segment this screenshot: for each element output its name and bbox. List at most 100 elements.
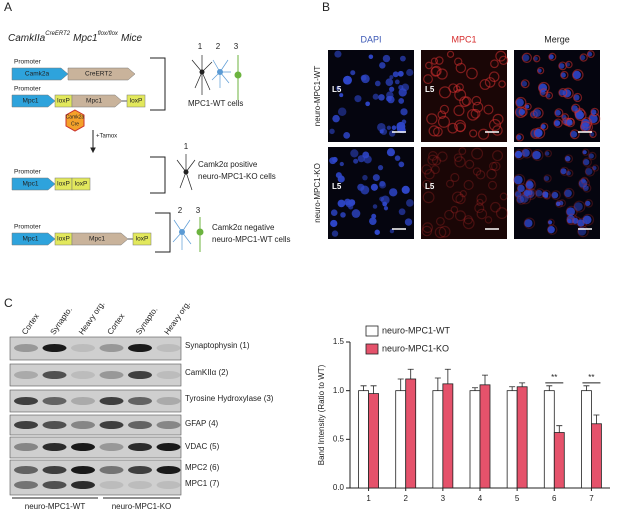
nucleus <box>374 229 380 235</box>
x-tick-label: 7 <box>589 494 594 503</box>
mpc1-signal <box>558 199 566 207</box>
legend-swatch <box>365 325 379 337</box>
nucleus <box>571 105 578 112</box>
nucleus <box>542 191 549 198</box>
nucleus <box>386 91 394 99</box>
band <box>128 344 152 352</box>
blot-strip <box>9 459 182 496</box>
neuron-body <box>183 169 189 175</box>
construct-part: Mpc1 <box>23 181 39 188</box>
mpc1-signal <box>577 225 589 238</box>
nucleus <box>532 150 541 160</box>
bar <box>591 423 602 489</box>
superscript: flox/flox <box>98 31 119 37</box>
band <box>71 466 95 474</box>
mpc1-signal <box>455 62 467 74</box>
mpc1-signal <box>498 80 506 88</box>
bracket <box>155 212 171 253</box>
nucleus <box>337 107 347 117</box>
nucleus <box>583 158 590 166</box>
mpc1-signal <box>463 179 474 191</box>
nucleus <box>397 70 404 77</box>
mpc1-signal <box>541 189 551 200</box>
mpc1-signal <box>427 154 439 166</box>
mpc1-signal <box>484 77 496 88</box>
nucleus <box>566 207 575 217</box>
construct-part: loxP <box>130 98 143 105</box>
mouse-title: CamkIIaCreERT2 Mpc1flox/flox Mice <box>8 31 142 44</box>
mpc1-signal <box>454 57 463 66</box>
neuron-body <box>217 69 223 75</box>
mpc1-signal <box>458 147 467 155</box>
nucleus <box>513 175 523 185</box>
nucleus <box>399 55 406 62</box>
band <box>71 371 95 379</box>
nucleus <box>554 120 561 127</box>
neuron-body <box>196 228 204 236</box>
mpc1-signal <box>470 108 481 119</box>
mpc1-signal <box>533 127 546 139</box>
nucleus <box>372 204 378 209</box>
mpc1-signal <box>569 129 580 140</box>
mpc1-signal <box>489 161 498 171</box>
mpc1-signal <box>476 208 488 220</box>
mpc1-signal <box>437 115 450 128</box>
mpc1-signal <box>574 109 587 121</box>
mpc1-signal <box>570 103 581 114</box>
nucleus <box>401 185 410 194</box>
nucleus <box>590 109 597 115</box>
mpc1-signal <box>476 198 484 207</box>
nucleus <box>514 150 523 159</box>
nucleus <box>560 168 567 175</box>
loxp-box <box>132 232 152 246</box>
mpc1-signal <box>498 55 509 65</box>
gene-arrow <box>67 67 136 81</box>
band <box>42 466 67 474</box>
mpc1-signal <box>438 86 452 99</box>
nucleus <box>343 75 352 85</box>
nucleus <box>533 109 542 118</box>
mpc1-signal <box>591 164 600 172</box>
mpc1-signal <box>590 107 600 117</box>
mpc1-signal <box>451 191 464 204</box>
band <box>71 397 95 405</box>
nucleus <box>396 121 406 131</box>
mpc1-signal <box>525 179 537 191</box>
mpc1-signal <box>515 96 527 109</box>
band <box>156 397 181 405</box>
nucleus <box>401 83 410 92</box>
nucleus <box>334 50 342 58</box>
blot-strip <box>9 414 182 436</box>
nucleus <box>519 194 529 203</box>
mpc1-signal <box>551 190 561 201</box>
layer-label: L5 <box>332 85 342 94</box>
group-label: neuro-MPC1-WT <box>25 502 86 511</box>
gene: CamkIIa <box>8 33 46 44</box>
lane-label: Heavy org. <box>162 300 192 337</box>
nucleus <box>350 149 359 158</box>
band <box>42 397 67 405</box>
construct-part: CreERT2 <box>85 71 112 78</box>
mpc1-signal <box>532 54 541 63</box>
mpc1-signal <box>539 88 549 97</box>
band <box>128 371 152 379</box>
mpc1-signal <box>563 187 575 199</box>
nucleus <box>374 80 381 87</box>
layer-label: L5 <box>425 85 435 94</box>
legend-label: neuro-MPC1-KO <box>382 343 449 353</box>
micrograph <box>421 147 507 239</box>
promoter-label: Promoter <box>14 59 42 66</box>
nucleus <box>515 98 524 107</box>
construct-part: loxP <box>136 236 149 243</box>
mpc1-signal <box>524 102 532 111</box>
mpc1-signal <box>486 168 497 180</box>
mpc1-signal <box>521 147 533 159</box>
nucleus <box>585 168 593 176</box>
panel-label: B <box>322 0 330 14</box>
error-bar <box>397 378 404 391</box>
row-label: neuro-MPC1-WT <box>313 66 322 127</box>
gene-arrow <box>71 94 123 108</box>
promoter-label: Promoter <box>14 86 42 93</box>
nucleus <box>516 134 522 140</box>
mpc1-signal <box>495 207 508 220</box>
